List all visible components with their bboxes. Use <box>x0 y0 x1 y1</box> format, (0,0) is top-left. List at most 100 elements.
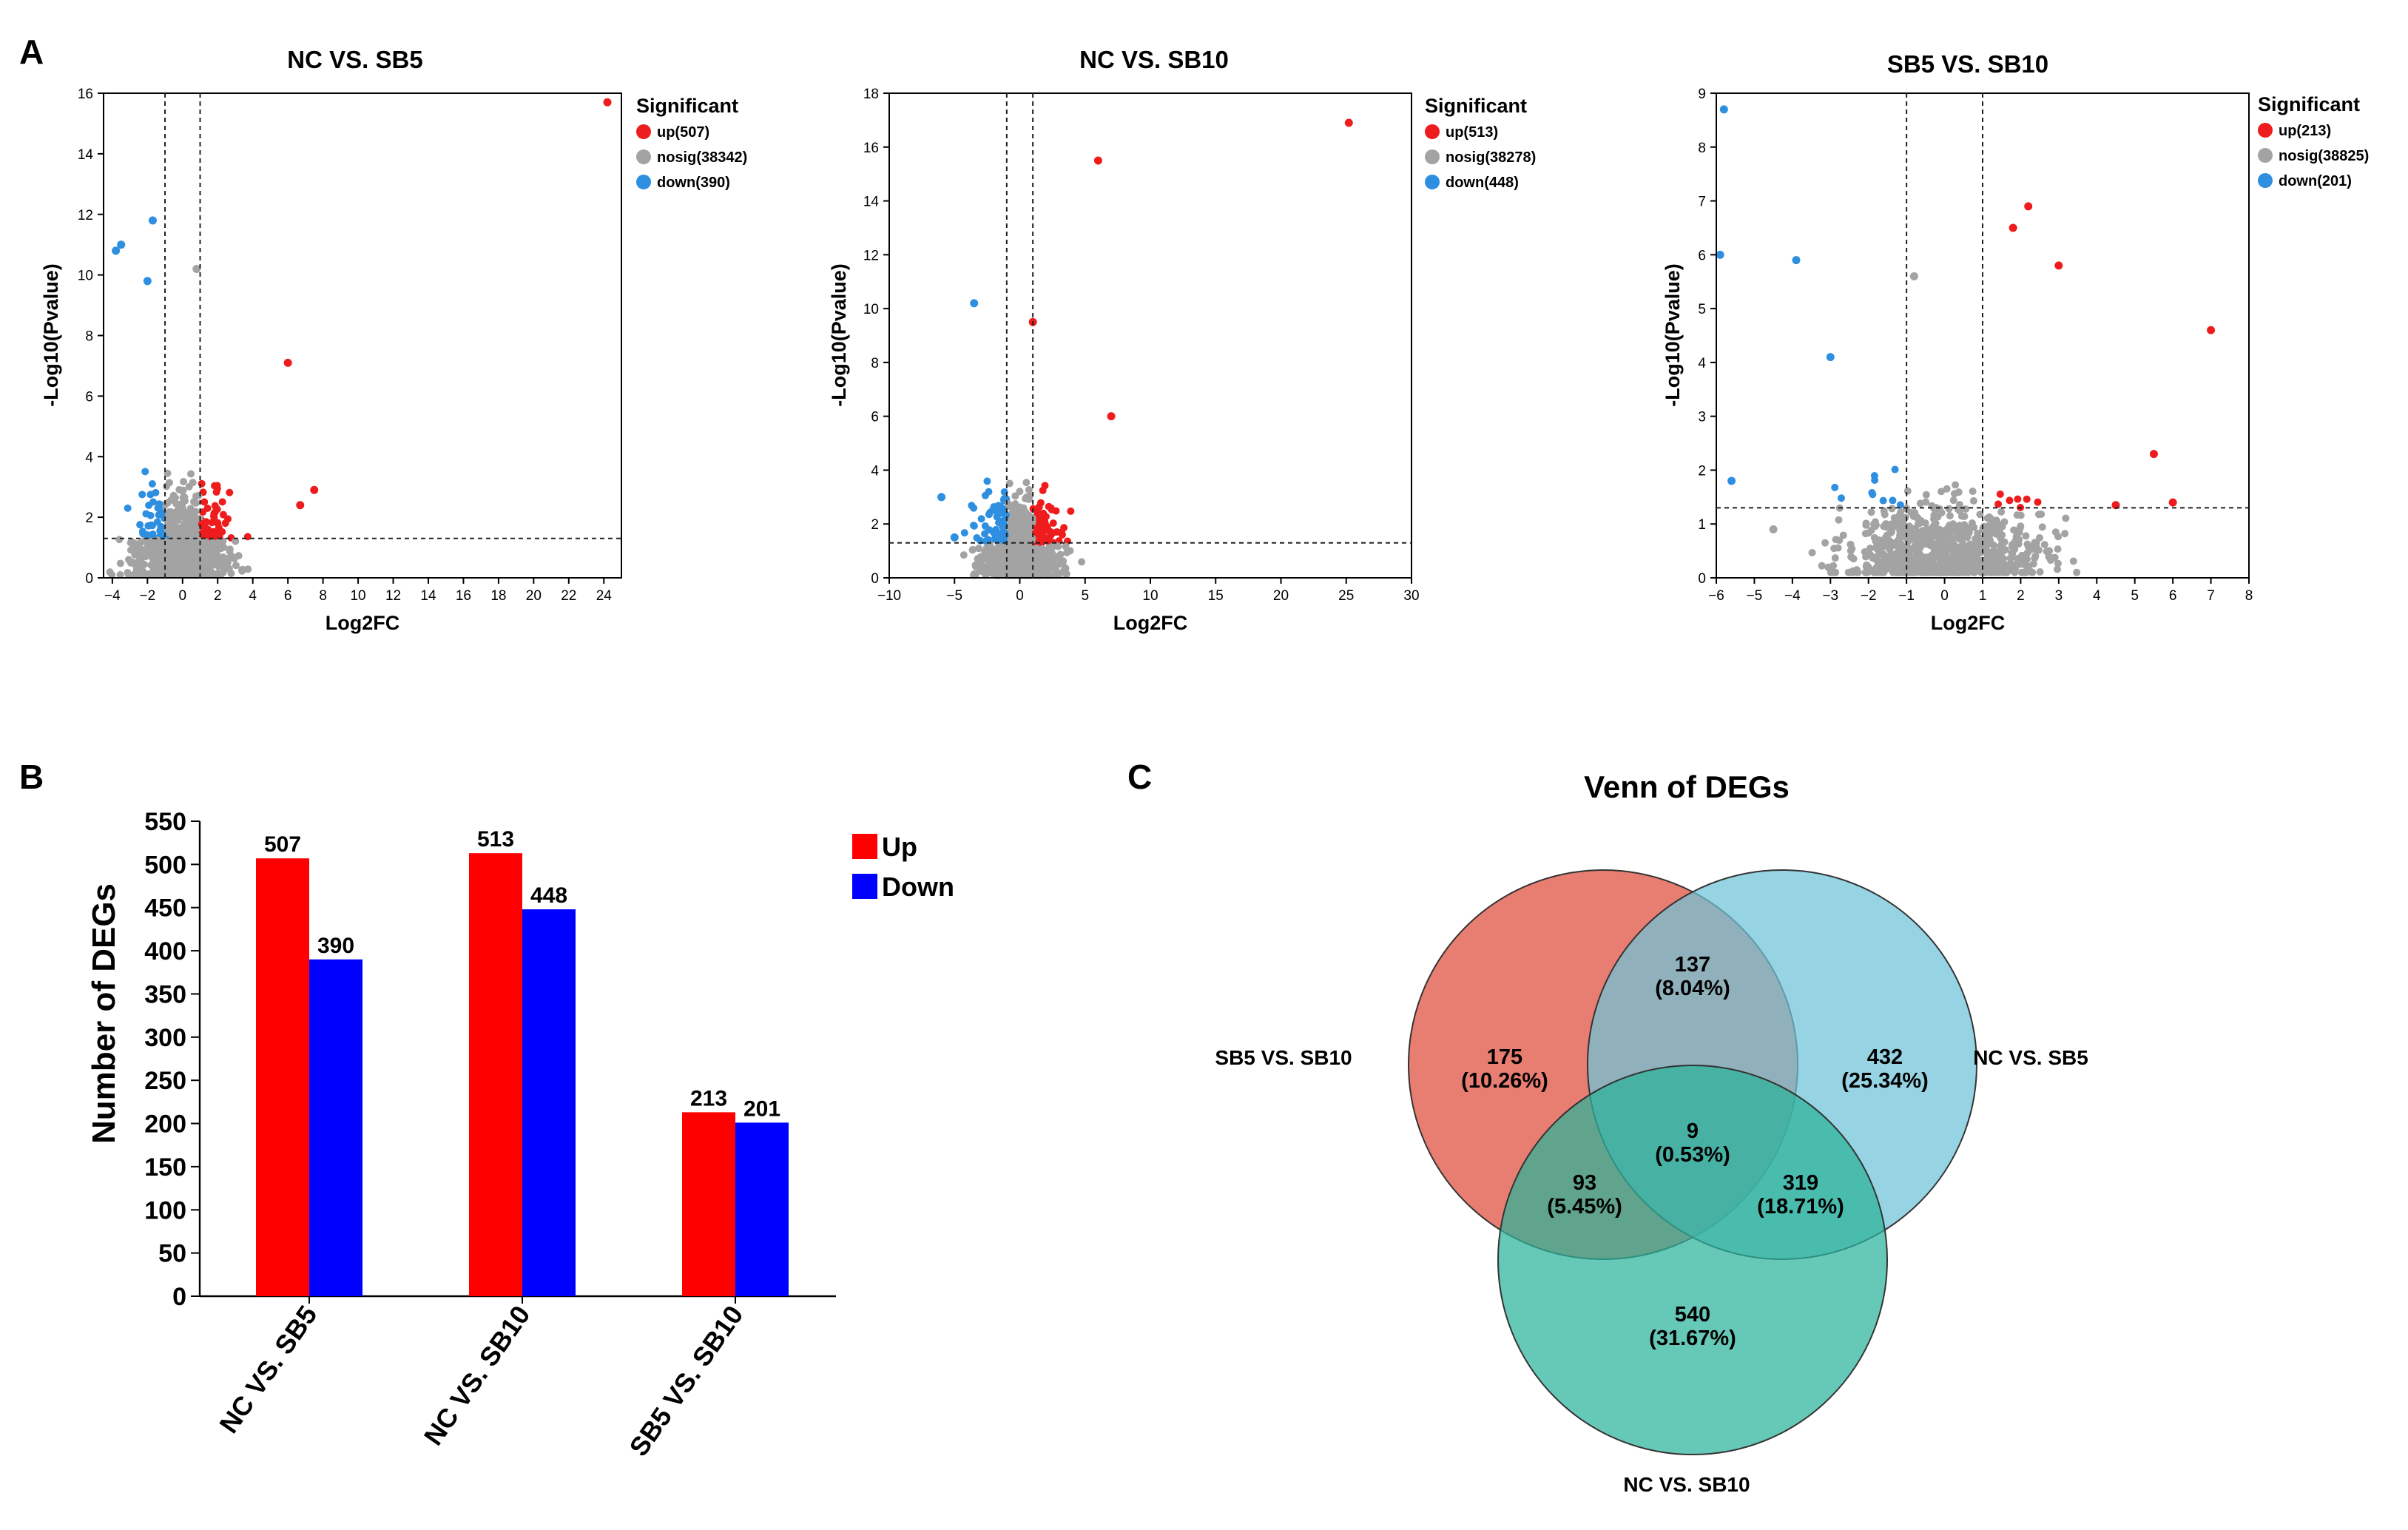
volcano-point-nosig <box>1005 479 1014 488</box>
venn-region-pct-ncsb5-ncsb10: (18.71%) <box>1757 1195 1844 1219</box>
x-tick-label: 12 <box>385 588 401 604</box>
y-tick-label: 4 <box>1698 356 1706 371</box>
y-tick-label: 9 <box>1698 87 1706 102</box>
volcano-point-nosig <box>192 499 200 507</box>
volcano-point-nosig <box>2019 560 2027 568</box>
volcano-point-up <box>1344 118 1353 127</box>
volcano-point-nosig <box>1861 530 1869 538</box>
legend-marker-nosig <box>1425 149 1440 164</box>
volcano-point-nosig <box>232 562 240 570</box>
volcano-point-nosig <box>1831 554 1839 562</box>
volcano-point-up <box>1052 507 1060 515</box>
volcano-point-nosig <box>1909 272 1918 280</box>
bar-y-tick-label: 0 <box>172 1283 186 1311</box>
volcano-point-nosig <box>1062 542 1070 550</box>
volcano-point-nosig <box>1919 565 1927 573</box>
volcano-point-up <box>1093 156 1102 165</box>
volcano-point-nosig <box>2043 547 2051 556</box>
x-tick-label: −6 <box>1708 588 1724 604</box>
volcano-point-nosig <box>1049 542 1057 550</box>
volcano-point-nosig <box>1998 562 2006 570</box>
x-tick-label: 10 <box>350 588 365 604</box>
bar-value-label: 201 <box>743 1096 780 1121</box>
volcano-point-nosig <box>2073 568 2081 576</box>
legend-title: Significant <box>2258 93 2360 115</box>
volcano-point-nosig <box>136 539 144 547</box>
volcano-point-nosig <box>1959 542 1967 550</box>
volcano-point-nosig <box>1032 571 1040 579</box>
volcano-point-down <box>112 246 121 255</box>
volcano-point-nosig <box>1936 553 1944 561</box>
volcano-point-nosig <box>166 479 174 487</box>
volcano-point-up <box>310 485 319 494</box>
bar-value-label: 507 <box>264 832 301 857</box>
venn-region-count-ncsb5-ncsb10: 319 <box>1783 1171 1818 1195</box>
venn-set-label-nc-vs-sb5: NC VS. SB5 <box>1973 1046 2088 1069</box>
volcano-point-down <box>977 515 985 523</box>
panel-label-a: A <box>19 33 44 71</box>
volcano-point-nosig <box>2061 530 2069 538</box>
volcano-point-down <box>1727 476 1736 485</box>
volcano-point-up <box>198 520 206 528</box>
x-tick-label: 1 <box>1979 588 1987 604</box>
volcano-point-nosig <box>155 548 163 556</box>
volcano-point-nosig <box>1031 553 1039 561</box>
volcano-point-nosig <box>1980 522 1989 530</box>
volcano-point-nosig <box>1871 522 1879 530</box>
volcano-point-nosig <box>2022 532 2030 540</box>
x-tick-label: 7 <box>2207 588 2215 604</box>
volcano-point-up <box>1049 519 1057 528</box>
volcano-point-nosig <box>1955 507 1963 515</box>
volcano-point-nosig <box>186 514 195 522</box>
y-tick-label: 2 <box>871 517 879 533</box>
bar-up <box>682 1112 735 1296</box>
y-tick-label: 8 <box>85 329 93 345</box>
volcano-point-nosig <box>1922 498 1930 506</box>
volcano-point-up <box>221 519 229 528</box>
bar-marks: 507 390 513 448 213 201 <box>256 827 789 1296</box>
volcano-point-nosig <box>1918 531 1926 539</box>
volcano-point-nosig <box>1946 512 1954 520</box>
y-tick-label: 0 <box>1698 571 1706 587</box>
threshold-lines <box>104 93 621 578</box>
volcano-point-down <box>973 533 981 542</box>
legend-item-nosig: nosig(38342) <box>657 149 747 166</box>
bar-y-tick-label: 500 <box>144 851 186 879</box>
volcano-point-down <box>153 518 161 526</box>
volcano-point-nosig <box>187 470 195 478</box>
volcano-point-nosig <box>2016 524 2024 532</box>
volcano-point-nosig <box>1016 488 1024 496</box>
x-tick-label: 14 <box>420 588 436 604</box>
volcano-point-nosig <box>1909 512 1918 520</box>
volcano-point-nosig <box>1011 531 1019 539</box>
bar-y-tick-label: 200 <box>144 1111 186 1139</box>
venn-region-pct-sb5-ncsb10: (5.45%) <box>1547 1195 1622 1219</box>
volcano-point-nosig <box>1945 505 1953 513</box>
volcano-ticks: −6 −5 −4 −3 −2 −1 0 1 2 3 4 5 6 7 8 0 1 2 3 4 5 6 7 8 9 <box>1698 87 2253 604</box>
volcano-point-nosig <box>979 555 988 563</box>
bar-up <box>469 853 522 1296</box>
volcano-point-up <box>2054 261 2063 270</box>
volcano-point-nosig <box>1808 548 1816 556</box>
volcano-point-nosig <box>1821 539 1829 547</box>
x-tick-label: 2 <box>214 588 222 604</box>
volcano-point-nosig <box>1877 558 1885 566</box>
volcano-point-nosig <box>1926 568 1934 576</box>
volcano-point-nosig <box>1949 544 1957 552</box>
volcano-point-nosig <box>1878 568 1886 576</box>
volcano-point-nosig <box>226 545 234 553</box>
volcano-point-nosig <box>1949 496 1957 505</box>
legend-label-up: Up <box>882 832 917 862</box>
volcano-point-nosig <box>1954 534 1962 542</box>
volcano-point-down <box>156 527 164 535</box>
x-tick-label: 0 <box>1016 588 1024 604</box>
x-tick-label: 16 <box>456 588 471 604</box>
y-tick-label: 5 <box>1698 302 1706 317</box>
bar-down <box>309 959 362 1296</box>
volcano-point-nosig <box>2024 543 2032 551</box>
volcano-point-nosig <box>1937 488 1946 496</box>
x-tick-label: 6 <box>284 588 292 604</box>
volcano-point-nosig <box>1873 545 1881 553</box>
volcano-point-nosig <box>178 513 186 521</box>
